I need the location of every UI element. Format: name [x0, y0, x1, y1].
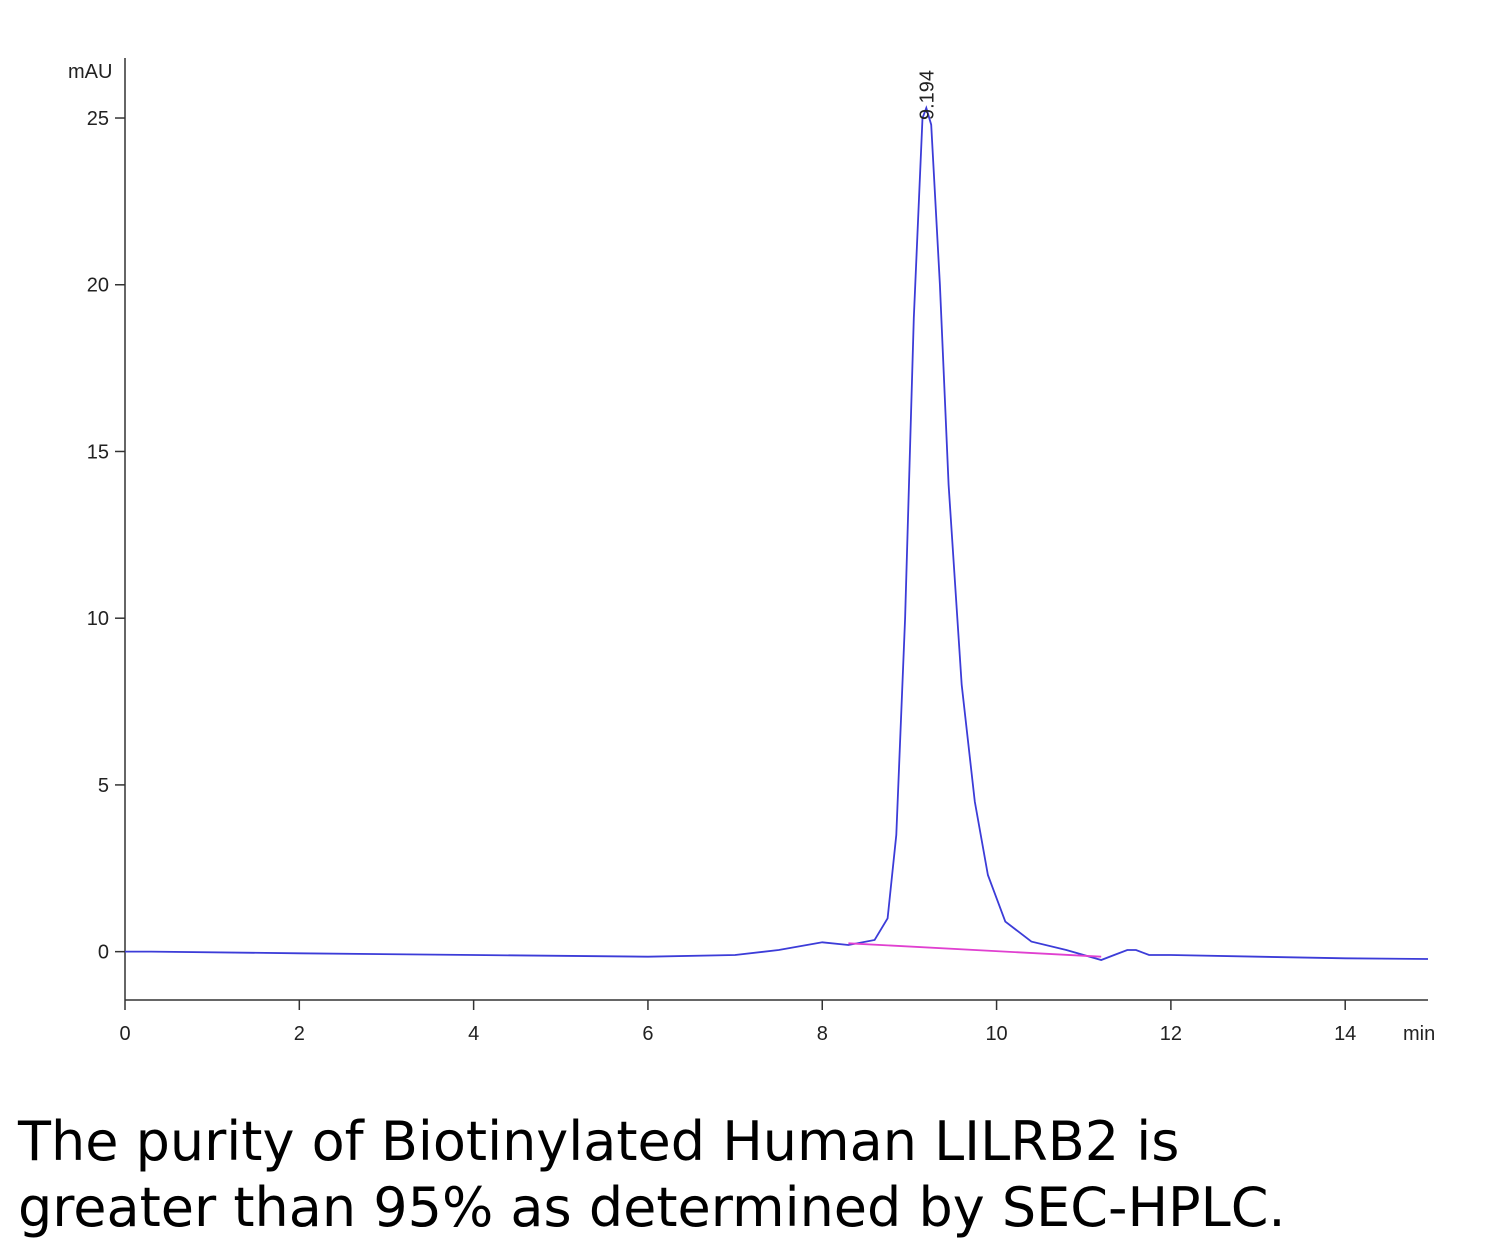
y-tick-label: 25	[87, 108, 109, 130]
x-tick-label: 12	[1160, 1023, 1182, 1045]
series-line	[125, 105, 1429, 961]
y-tick-label: 0	[98, 942, 109, 964]
caption-line: The purity of Biotinylated Human LILRB2 …	[17, 1110, 1179, 1173]
y-tick-label: 20	[87, 275, 109, 297]
peak-label: 9.194	[916, 70, 938, 120]
x-tick-label: 4	[468, 1023, 479, 1045]
x-tick-label: 14	[1334, 1023, 1356, 1045]
x-tick-label: 2	[294, 1023, 305, 1045]
x-tick-label: 8	[817, 1023, 828, 1045]
x-tick-label: 0	[119, 1023, 130, 1045]
caption-line: greater than 95% as determined by SEC-HP…	[18, 1176, 1286, 1239]
y-tick-label: 10	[87, 608, 109, 630]
y-axis-label: mAU	[68, 61, 112, 83]
x-tick-label: 10	[985, 1023, 1007, 1045]
x-axis-label: min	[1403, 1023, 1435, 1045]
y-tick-label: 15	[87, 441, 109, 463]
series-line	[848, 942, 1102, 958]
x-tick-label: 6	[642, 1023, 653, 1045]
y-tick-label: 5	[98, 775, 109, 797]
